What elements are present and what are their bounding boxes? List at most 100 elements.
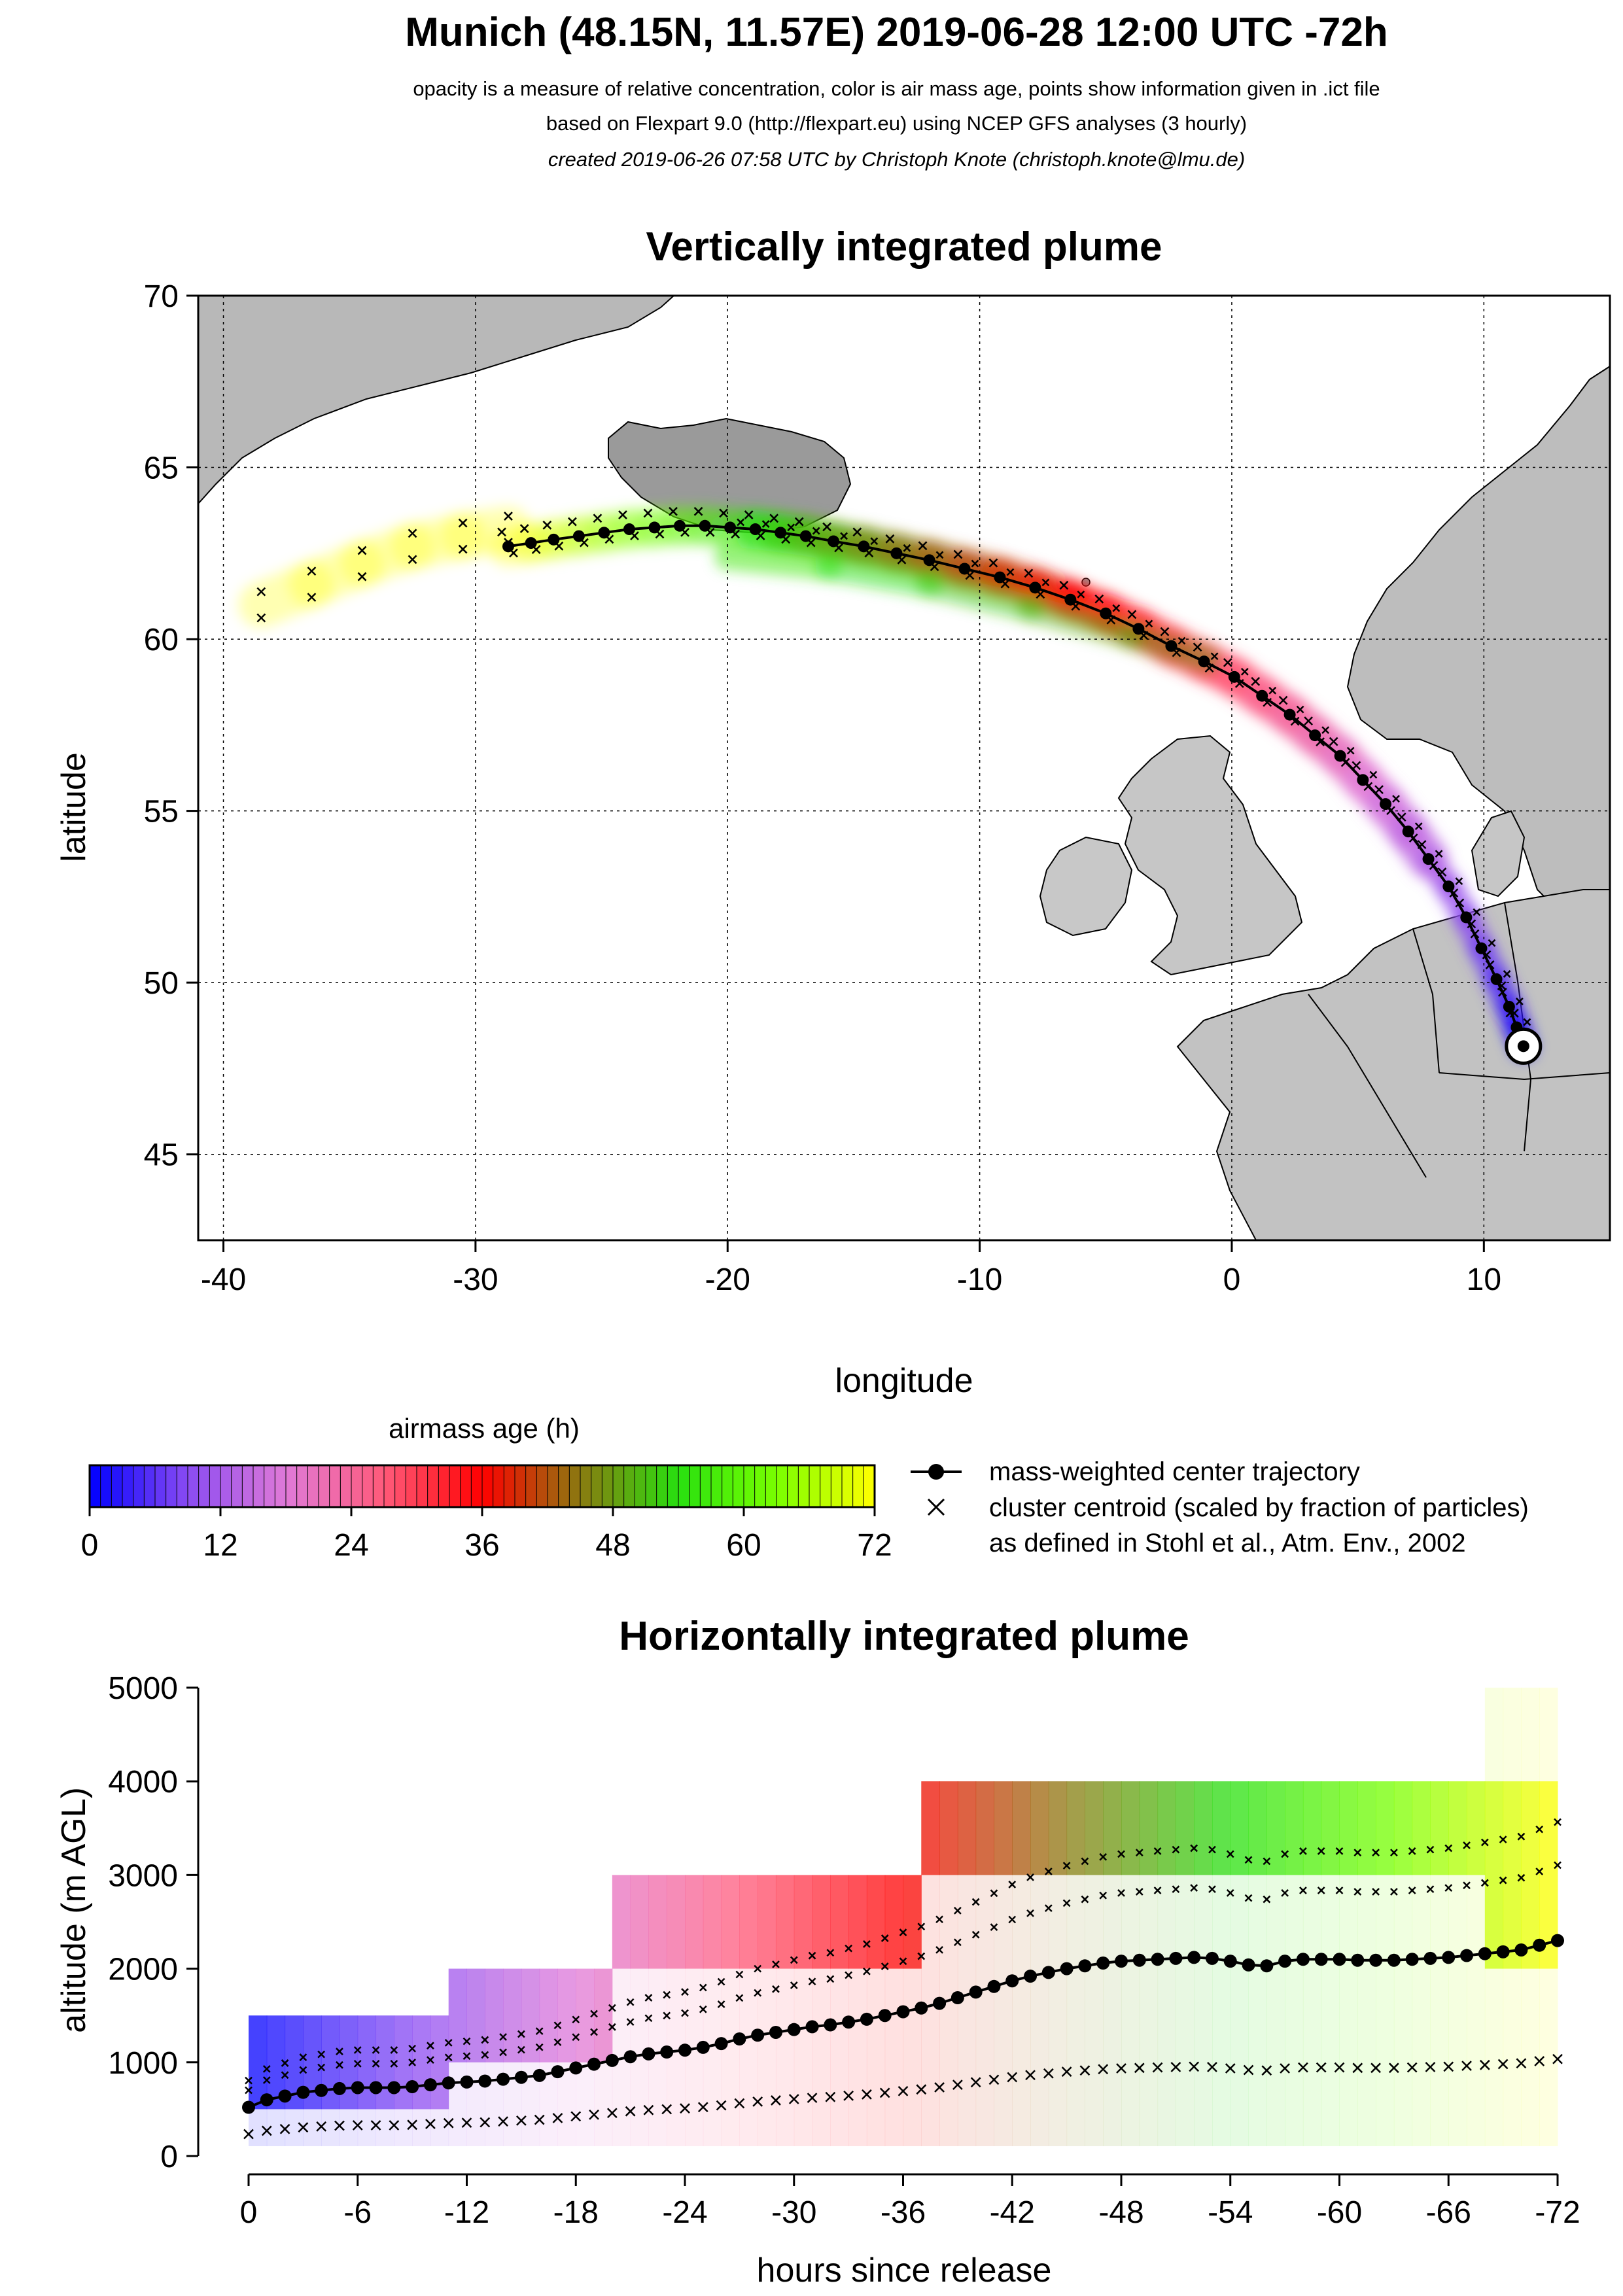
altitude-panel: Horizontally integrated plume 0 1000 2000 3… [55,1614,1580,2289]
map-xtick-label: 0 [1223,1262,1241,1297]
altitude-trajectory-point [1460,1949,1474,1962]
colorbar-tick-label: 0 [81,1528,99,1563]
colorbar-block: airmass age (h) 0 12 24 36 48 60 72 [81,1413,892,1563]
altitude-trajectory-point [442,2076,455,2090]
altitude-trajectory-point [1369,1953,1383,1967]
trajectory-point [1309,729,1321,742]
altitude-trajectory-point [1242,1958,1255,1972]
trajectory-point [1503,1000,1515,1013]
trajectory-point [598,527,610,539]
altitude-xtick-label: -60 [1317,2195,1362,2230]
trajectory-point [923,554,935,566]
map-xlabel: longitude [835,1362,973,1400]
altitude-trajectory-point [406,2080,419,2094]
altitude-trajectory-point [1314,1953,1328,1966]
altitude-trajectory-point [514,2070,528,2084]
altitude-trajectory-point [842,2015,856,2029]
colorbar-tick-label: 60 [726,1528,761,1563]
altitude-trajectory-point [1115,1955,1128,1968]
altitude-trajectory-point [751,2028,765,2042]
trajectory-point [749,523,761,536]
release-point-marker [1505,1027,1543,1065]
altitude-trajectory-point [642,2047,655,2061]
altitude-trajectory-point [1551,1934,1564,1947]
map-ytick-label: 50 [144,966,179,1001]
altitude-trajectory-point [896,2005,910,2019]
altitude-trajectory-point [787,2023,801,2036]
altitude-trajectory-point [733,2032,746,2045]
altitude-trajectory-point [332,2081,346,2095]
denmark-landmass [1471,810,1526,897]
altitude-trajectory-point [969,1985,983,1999]
altitude-trajectory-point [497,2072,510,2086]
map-axes: -40 -30 -20 -10 0 10 45 50 55 60 65 70 [144,279,1501,1297]
altitude-trajectory-point [315,2083,328,2097]
legend-cross-label-2: as defined in Stohl et al., Atm. Env., 2… [989,1529,1466,1557]
altitude-trajectory-point [660,2045,674,2059]
altitude-ytick-label: 5000 [108,1671,178,1706]
trajectory-point [623,523,635,536]
altitude-trajectory-point [1169,1951,1183,1965]
altitude-trajectory-point [1260,1959,1274,1973]
trajectory-point [890,547,903,559]
altitude-ytick-label: 2000 [108,1953,178,1987]
map-gridlines [198,296,1610,1240]
altitude-trajectory-point [1005,1974,1019,1988]
altitude-xtick-label: -54 [1208,2195,1253,2230]
iceland-landmass [608,417,852,534]
colorbar-ticks: 0 12 24 36 48 60 72 [81,1507,892,1563]
trajectory-point [958,563,971,575]
altitude-trajectory-point [678,2044,691,2057]
map-area [198,296,1610,1240]
altitude-trajectory-point [1478,1947,1492,1960]
altitude-trajectory-point [351,2081,364,2095]
trajectory-point [1490,973,1503,985]
altitude-trajectory-point [714,2037,728,2051]
trajectory-point [1402,826,1414,838]
altitude-trajectory-point [1333,1953,1346,1966]
map-panel: Vertically integrated plume [55,224,1611,1400]
map-xtick-label: -40 [201,1262,246,1297]
altitude-ylabel: altitude (m AGL) [55,1787,93,2033]
altitude-trajectory-point [915,2001,928,2015]
altitude-trajectory-point [242,2100,255,2114]
figure-title: Munich (48.15N, 11.57E) 2019-06-28 12:00… [405,10,1388,55]
map-xtick-label: -20 [705,1262,750,1297]
center-trajectory [502,519,1525,1047]
legend-cross-marker [927,1498,945,1516]
colorbar-tick-label: 24 [334,1528,368,1563]
altitude-xtick-label: -66 [1426,2195,1471,2230]
trajectory-point [799,530,812,542]
trajectory-point [1442,880,1455,893]
altitude-ytick-label: 1000 [108,2046,178,2081]
map-ytick-label: 65 [144,451,179,486]
colorbar-tick-label: 72 [857,1528,892,1563]
altitude-trajectory-point [478,2074,492,2088]
trajectory-point [1475,942,1488,954]
altitude-trajectory-point [987,1979,1001,1993]
trajectory-point [699,519,711,532]
altitude-trajectory-point [605,2053,619,2067]
altitude-trajectory-point [1442,1951,1456,1964]
map-ytick-label: 55 [144,795,179,829]
altitude-xtick-label: -36 [881,2195,926,2230]
altitude-trajectory-point [878,2009,892,2023]
map-frame [197,294,1611,1242]
altitude-trajectory-point [860,2012,873,2026]
legend: mass-weighted center trajectory cluster … [911,1457,1529,1557]
map-ytick-label: 60 [144,623,179,657]
map-xtick-label: -30 [453,1262,498,1297]
altitude-ytick-label: 0 [160,2140,178,2174]
altitude-trajectory-point [278,2089,292,2103]
altitude-xtick-label: -18 [553,2195,599,2230]
trajectory-point [1132,623,1145,635]
trajectory-point [775,527,787,539]
trajectory-point [1460,911,1473,924]
altitude-xtick-label: 0 [240,2195,258,2230]
trajectory-point [1380,798,1392,810]
trajectory-point [525,537,537,549]
altitude-trajectory-point [1078,1959,1092,1973]
ireland-landmass [1039,836,1133,937]
trajectory-point [1165,640,1178,652]
